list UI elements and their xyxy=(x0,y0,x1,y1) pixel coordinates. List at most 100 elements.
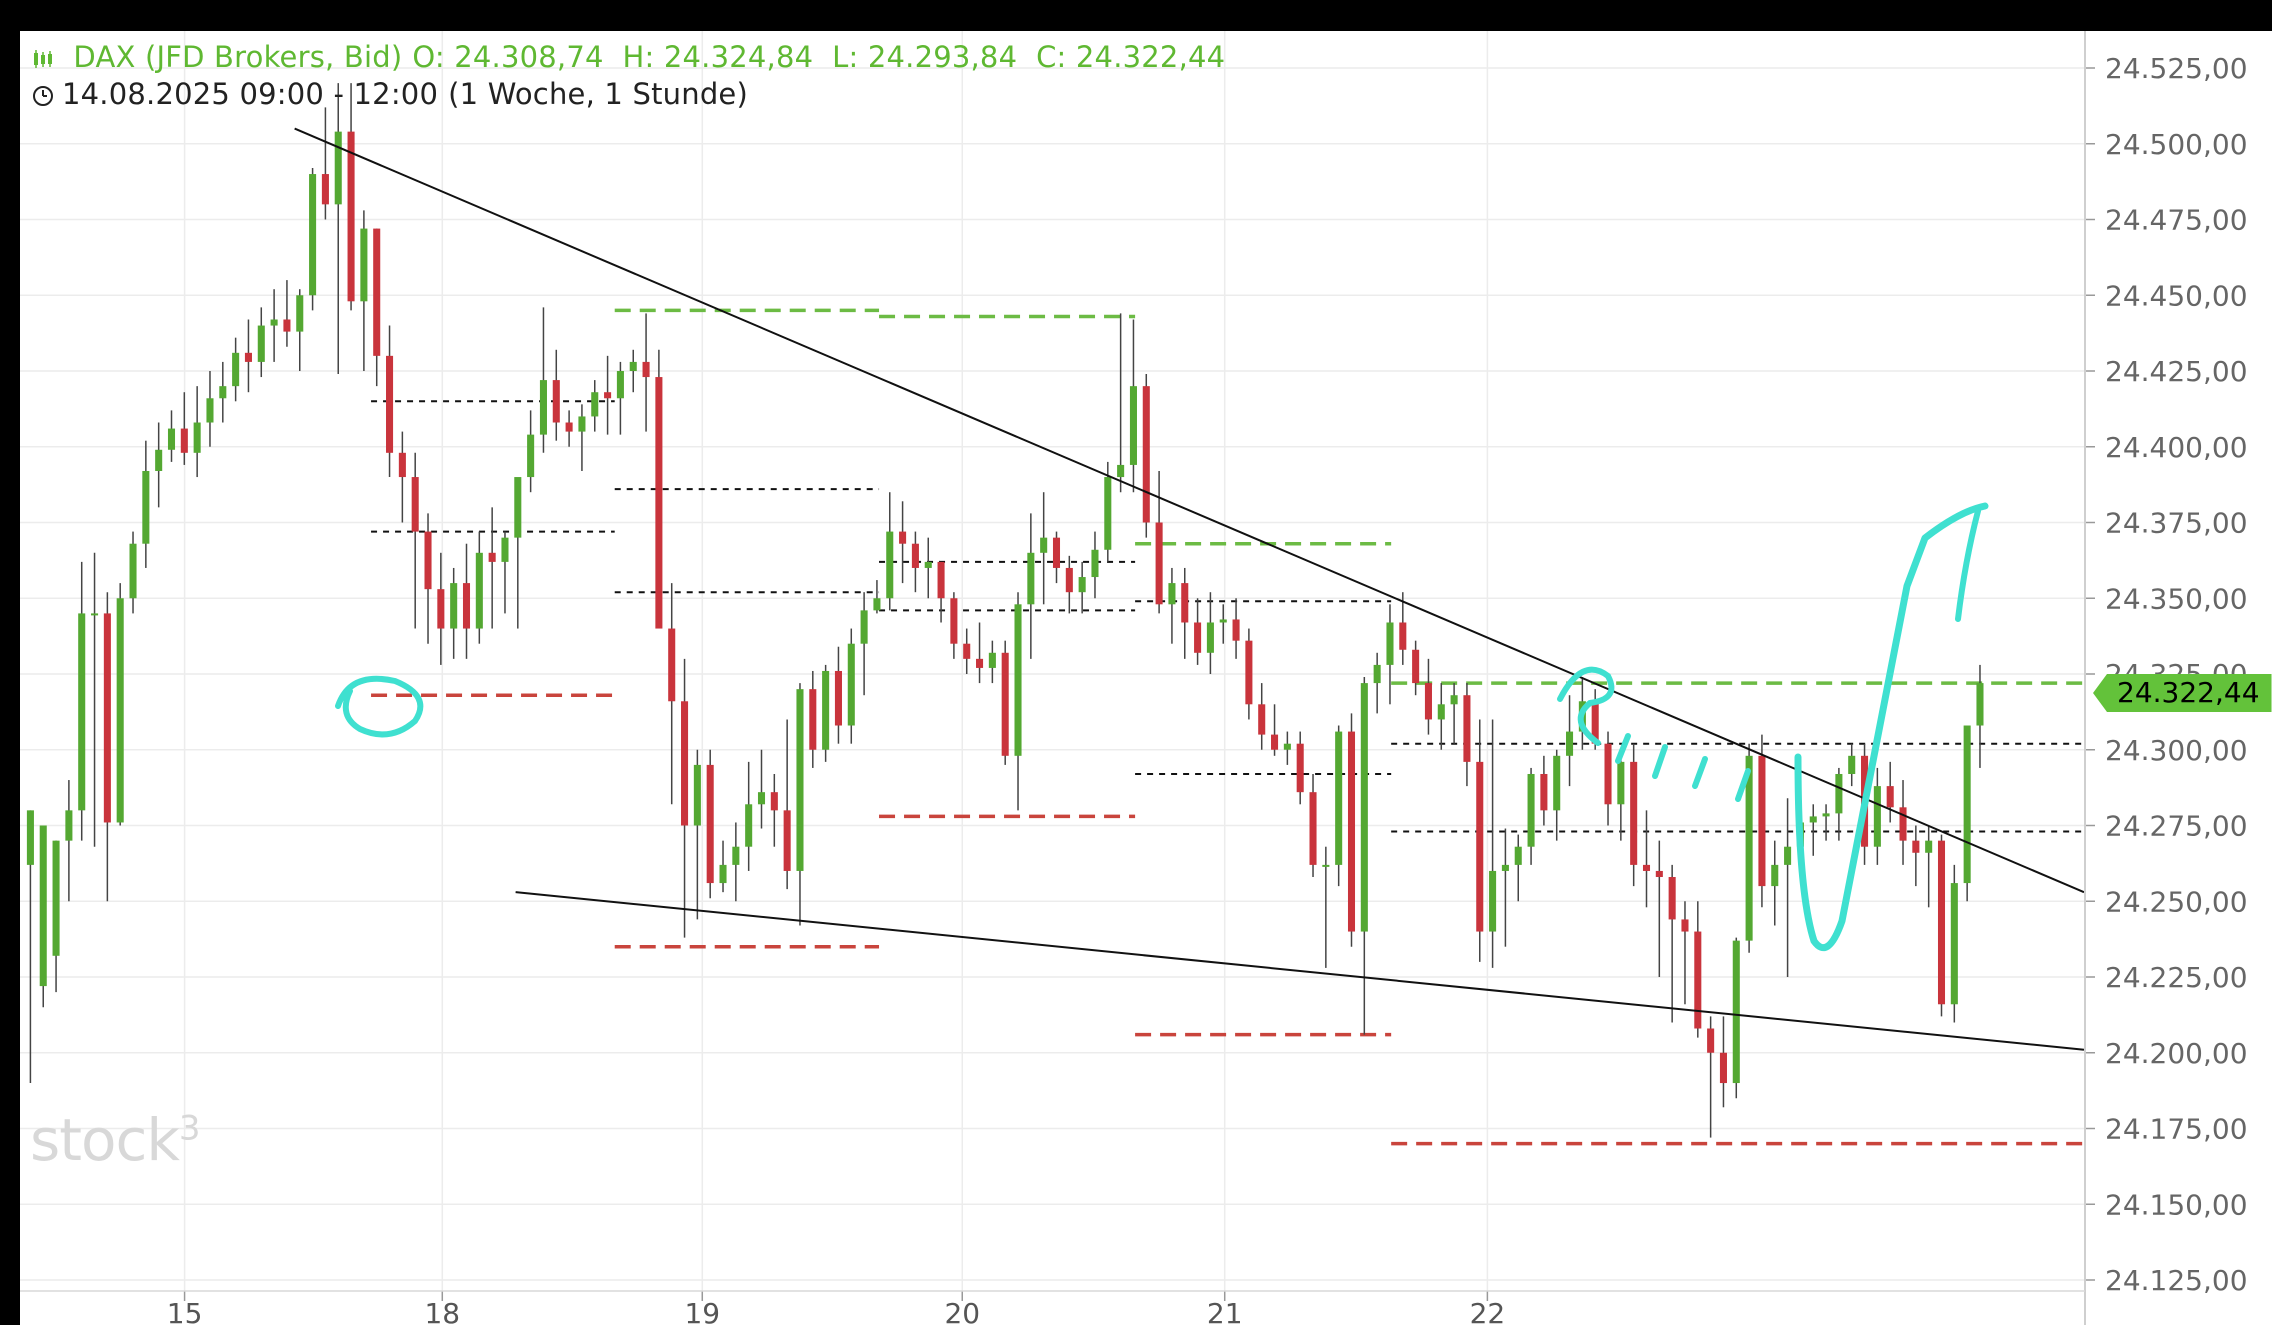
y-tick-label: 24.275,00 xyxy=(2105,810,2248,843)
candle-up xyxy=(796,689,804,871)
candle-up xyxy=(873,598,881,611)
candle-down xyxy=(642,361,650,378)
candle-down xyxy=(1912,840,1920,853)
candle-up xyxy=(1168,583,1176,605)
candle-up xyxy=(1848,755,1856,774)
y-tick-label: 24.425,00 xyxy=(2105,355,2248,388)
candle-down xyxy=(1668,877,1676,920)
candle-up xyxy=(1489,870,1497,932)
x-tick-label: 18 xyxy=(424,1297,460,1325)
candle-up xyxy=(1129,386,1137,465)
candle-down xyxy=(1194,622,1202,653)
candle-up xyxy=(1386,622,1394,665)
candle-up xyxy=(539,380,547,435)
candle-up xyxy=(719,864,727,884)
tick-marks-annotation xyxy=(1615,733,1751,802)
candle-down xyxy=(1591,701,1599,744)
candle-up xyxy=(1950,883,1958,1005)
y-tick-label: 24.525,00 xyxy=(2105,52,2248,85)
candle-down xyxy=(655,377,663,629)
candle-down xyxy=(1681,919,1689,932)
grid-lines xyxy=(20,31,2085,1291)
candle-up xyxy=(1014,604,1022,756)
candle-up xyxy=(924,561,932,568)
candle-down xyxy=(1065,567,1073,593)
candle-up xyxy=(116,598,124,823)
candle-up xyxy=(78,613,86,811)
candle-up xyxy=(1335,731,1343,865)
stock3-logo: stock3 xyxy=(30,1106,201,1174)
candle-up xyxy=(1104,477,1112,550)
y-tick-label: 24.200,00 xyxy=(2105,1037,2248,1070)
candle-up xyxy=(65,810,73,841)
y-tick-label: 24.350,00 xyxy=(2105,582,2248,615)
trend-line xyxy=(294,127,2085,894)
candle-up xyxy=(1219,619,1227,623)
candle-up xyxy=(1566,731,1574,756)
candle-down xyxy=(1899,807,1907,841)
candle-up xyxy=(1117,464,1125,478)
candle-up xyxy=(1617,761,1625,805)
candle-down xyxy=(937,561,945,599)
level-lines xyxy=(371,308,2084,1146)
candle-up xyxy=(1373,664,1381,684)
candle-down xyxy=(1296,743,1304,793)
candle-up xyxy=(527,434,535,478)
candle-down xyxy=(488,552,496,562)
wave-annotation xyxy=(1557,666,1615,746)
x-tick-label: 20 xyxy=(944,1297,980,1325)
candle-up xyxy=(1091,549,1099,578)
y-tick-label: 24.225,00 xyxy=(2105,961,2248,994)
candle-up xyxy=(693,764,701,826)
candle-down xyxy=(899,531,907,544)
y-tick-label: 24.175,00 xyxy=(2105,1113,2248,1146)
candle-down xyxy=(386,355,394,453)
candle-down xyxy=(1424,683,1432,720)
candle-up xyxy=(206,398,214,423)
candlesticks xyxy=(26,83,1984,1138)
candle-down xyxy=(963,643,971,659)
candle-down xyxy=(1540,773,1548,811)
candle-up xyxy=(1040,537,1048,553)
candle-down xyxy=(347,131,355,302)
candle-down xyxy=(1232,619,1240,641)
price-chart[interactable]: 24.125,00 24.150,00 24.175,00 24.200,00 24.2… xyxy=(20,31,2272,1325)
y-tick-label: 24.400,00 xyxy=(2105,431,2248,464)
candle-down xyxy=(1937,840,1946,1005)
y-tick-label: 24.500,00 xyxy=(2105,128,2248,161)
y-tick-label: 24.250,00 xyxy=(2105,885,2248,918)
candle-up xyxy=(270,319,278,326)
v-arrow-annotation xyxy=(1794,502,1989,952)
candle-down xyxy=(180,428,188,453)
candle-up xyxy=(757,792,766,805)
candle-up xyxy=(1784,846,1792,865)
candle-down xyxy=(1399,622,1407,650)
candle-down xyxy=(1758,755,1766,887)
candle-down xyxy=(1309,792,1317,865)
candle-down xyxy=(681,701,689,826)
candle-down xyxy=(809,689,817,750)
last-price-tag: 24.322,44 xyxy=(2093,674,2272,712)
candle-up xyxy=(1822,813,1830,817)
candle-up xyxy=(616,371,624,399)
candle-up xyxy=(501,537,509,562)
candle-down xyxy=(1463,695,1471,762)
candle-down xyxy=(834,670,842,726)
candle-down xyxy=(1271,734,1279,750)
candle-down xyxy=(770,792,778,811)
candle-up xyxy=(26,810,34,865)
candle-up xyxy=(847,643,855,726)
candle-down xyxy=(911,543,919,568)
x-axis: 15 18 19 20 21 22 xyxy=(20,1290,2085,1325)
y-tick-label: 24.475,00 xyxy=(2105,204,2248,237)
candle-up xyxy=(1027,552,1035,605)
candle-down xyxy=(283,319,291,332)
candle-down xyxy=(1719,1052,1727,1084)
candle-down xyxy=(1604,743,1612,805)
candle-up xyxy=(1501,864,1509,871)
candle-down xyxy=(424,531,432,590)
clock-icon xyxy=(32,80,54,106)
candle-up xyxy=(296,295,304,332)
candle-down xyxy=(950,598,958,644)
candle-up xyxy=(1283,743,1291,750)
